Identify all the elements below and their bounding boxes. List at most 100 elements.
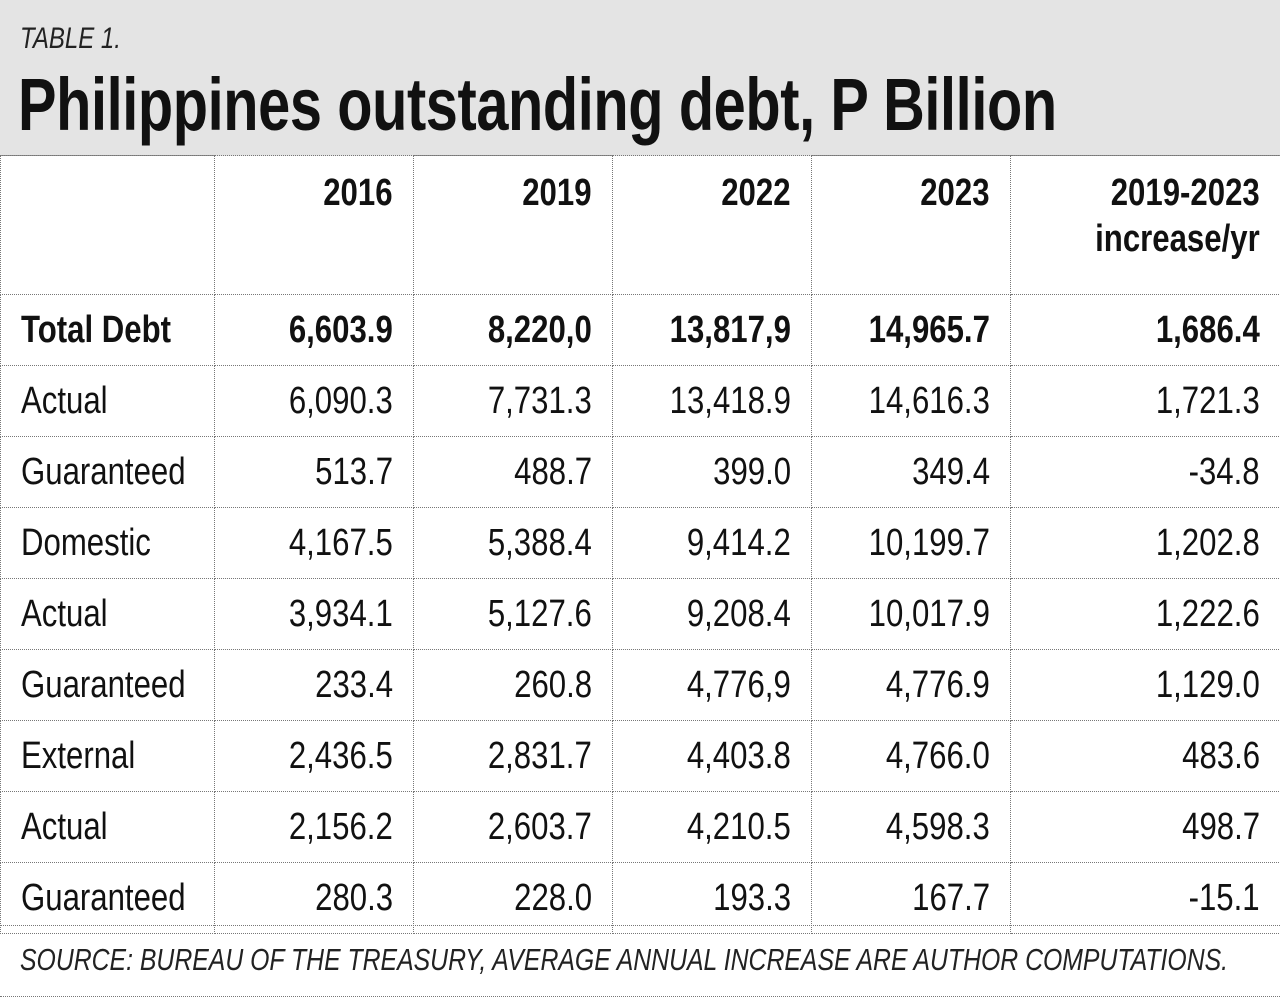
table-row: Guaranteed 513.7 488.7 399.0 349.4 -34.8	[0, 436, 1280, 508]
value-text: 233.4	[315, 663, 393, 706]
value-cell: 1,222.6	[1010, 578, 1280, 650]
value-text: 4,167.5	[289, 521, 393, 564]
value-text: 498.7	[1182, 805, 1260, 848]
header-row: 2016 2019 2022 2023 2019-2023 increase/yr	[0, 155, 1280, 295]
value-cell: 193.3	[612, 862, 812, 934]
value-cell: 349.4	[811, 436, 1011, 508]
value-cell: 10,017.9	[811, 578, 1011, 650]
table-header: TABLE 1. Philippines outstanding debt, P…	[0, 0, 1280, 156]
value-cell: 5,388.4	[413, 507, 613, 579]
value-cell: 280.3	[214, 862, 414, 934]
column-header-text: 2023	[920, 172, 990, 214]
table-row: Total Debt 6,603.9 8,220,0 13,817,9 14,965.7…	[0, 294, 1280, 366]
value-text: 513.7	[315, 450, 393, 493]
value-cell: 13,418.9	[612, 365, 812, 437]
column-header: 2019-2023 increase/yr	[1010, 155, 1280, 295]
table-label: TABLE 1.	[20, 22, 121, 55]
row-label-text: Total Debt	[21, 308, 172, 351]
value-cell: 13,817,9	[612, 294, 812, 366]
table-row: Guaranteed 233.4 260.8 4,776,9 4,776.9 1,129.…	[0, 649, 1280, 721]
value-cell: 4,210.5	[612, 791, 812, 863]
source-note: SOURCE: BUREAU OF THE TREASURY, AVERAGE …	[0, 925, 1280, 997]
row-label-text: External	[21, 734, 136, 777]
value-cell: 399.0	[612, 436, 812, 508]
value-cell: 2,831.7	[413, 720, 613, 792]
value-text: 10,199.7	[868, 521, 990, 564]
value-text: 4,776.9	[886, 663, 990, 706]
table-title: Philippines outstanding debt, P Billion	[18, 63, 1057, 146]
value-cell: 4,776.9	[811, 649, 1011, 721]
value-text: 6,090.3	[289, 379, 393, 422]
value-text: 4,598.3	[886, 805, 990, 848]
value-text: 1,721.3	[1156, 379, 1260, 422]
value-text: 1,222.6	[1156, 592, 1260, 635]
value-cell: 167.7	[811, 862, 1011, 934]
value-cell: 3,934.1	[214, 578, 414, 650]
value-cell: 14,965.7	[811, 294, 1011, 366]
value-text: -34.8	[1188, 450, 1260, 493]
value-text: 167.7	[912, 876, 990, 919]
column-header-text: 2019-2023	[1110, 172, 1260, 214]
row-label: Domestic	[0, 507, 215, 579]
value-cell: -15.1	[1010, 862, 1280, 934]
column-header: 2022	[612, 155, 812, 295]
column-header: 2019	[413, 155, 613, 295]
value-text: 4,776,9	[687, 663, 791, 706]
row-label-text: Guaranteed	[21, 450, 186, 493]
value-text: 9,414.2	[687, 521, 791, 564]
row-label: Total Debt	[0, 294, 215, 366]
column-header: 2023	[811, 155, 1011, 295]
row-label-text: Domestic	[21, 521, 151, 564]
value-cell: 10,199.7	[811, 507, 1011, 579]
value-text: 13,817,9	[669, 308, 791, 351]
value-text: 7,731.3	[488, 379, 592, 422]
value-cell: 228.0	[413, 862, 613, 934]
row-label-text: Guaranteed	[21, 663, 186, 706]
table-row: Guaranteed 280.3 228.0 193.3 167.7 -15.1	[0, 862, 1280, 934]
value-cell: 14,616.3	[811, 365, 1011, 437]
row-label-text: Actual	[21, 379, 108, 422]
row-label: Guaranteed	[0, 649, 215, 721]
value-text: 5,127.6	[488, 592, 592, 635]
value-cell: 2,436.5	[214, 720, 414, 792]
value-text: 4,403.8	[687, 734, 791, 777]
value-cell: 4,598.3	[811, 791, 1011, 863]
value-cell: 4,403.8	[612, 720, 812, 792]
value-cell: 483.6	[1010, 720, 1280, 792]
table-row: Actual 3,934.1 5,127.6 9,208.4 10,017.9 1,222…	[0, 578, 1280, 650]
value-text: 488.7	[514, 450, 592, 493]
value-text: -15.1	[1188, 876, 1260, 919]
value-cell: 4,167.5	[214, 507, 414, 579]
value-text: 3,934.1	[289, 592, 393, 635]
value-text: 6,603.9	[289, 308, 393, 351]
value-cell: 1,721.3	[1010, 365, 1280, 437]
value-cell: 5,127.6	[413, 578, 613, 650]
value-cell: 6,090.3	[214, 365, 414, 437]
value-text: 5,388.4	[488, 521, 592, 564]
value-text: 4,766.0	[886, 734, 990, 777]
value-cell: 4,776,9	[612, 649, 812, 721]
value-text: 1,686.4	[1156, 308, 1260, 351]
value-cell: 488.7	[413, 436, 613, 508]
row-label: Guaranteed	[0, 436, 215, 508]
value-text: 349.4	[912, 450, 990, 493]
table-row: External 2,436.5 2,831.7 4,403.8 4,766.0 483.…	[0, 720, 1280, 792]
value-text: 1,202.8	[1156, 521, 1260, 564]
value-text: 2,603.7	[488, 805, 592, 848]
value-text: 483.6	[1182, 734, 1260, 777]
row-label: External	[0, 720, 215, 792]
column-header-text: 2022	[721, 172, 791, 214]
value-text: 13,418.9	[669, 379, 791, 422]
value-cell: 6,603.9	[214, 294, 414, 366]
value-cell: 1,686.4	[1010, 294, 1280, 366]
value-cell: 7,731.3	[413, 365, 613, 437]
value-cell: 1,202.8	[1010, 507, 1280, 579]
row-label: Guaranteed	[0, 862, 215, 934]
row-label-text: Guaranteed	[21, 876, 186, 919]
corner-cell	[0, 155, 215, 295]
value-cell: 2,603.7	[413, 791, 613, 863]
value-cell: 260.8	[413, 649, 613, 721]
value-text: 1,129.0	[1156, 663, 1260, 706]
value-cell: 1,129.0	[1010, 649, 1280, 721]
value-cell: 8,220,0	[413, 294, 613, 366]
